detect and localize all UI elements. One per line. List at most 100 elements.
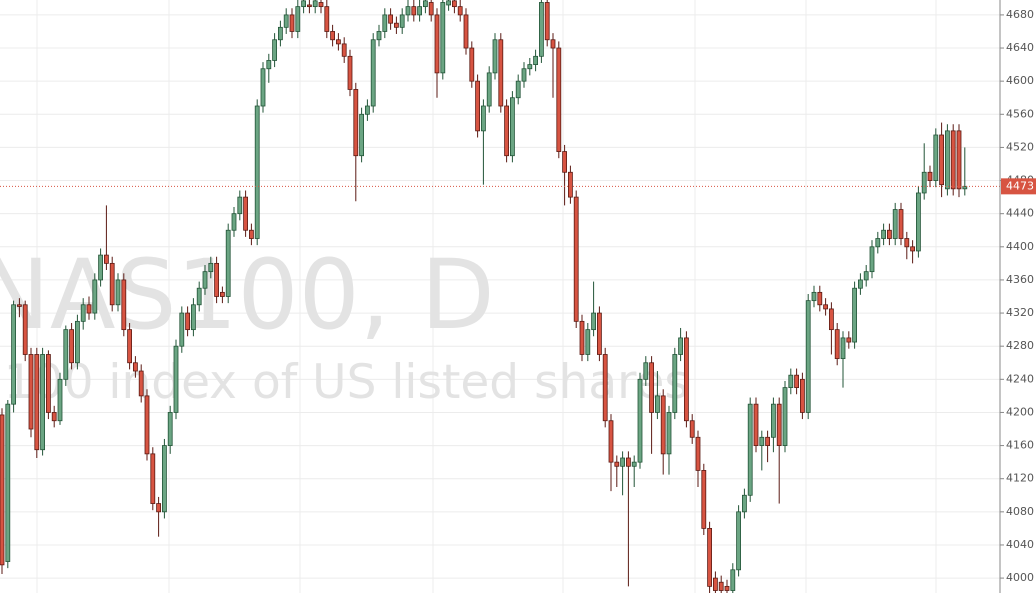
y-tick-label: 4560 xyxy=(1006,107,1034,120)
candle-body xyxy=(823,304,828,310)
last-price-label: 4473 xyxy=(1006,179,1034,192)
candle-body xyxy=(144,395,150,455)
candle-body xyxy=(579,320,585,355)
candle-body xyxy=(614,461,620,467)
candle-body xyxy=(202,271,208,289)
candle-body xyxy=(480,105,486,132)
candle-body xyxy=(660,395,666,455)
candle-body xyxy=(289,14,295,32)
candle-body xyxy=(533,55,538,66)
candle-body xyxy=(887,229,892,239)
candle-body xyxy=(312,0,318,8)
candle-body xyxy=(132,362,138,372)
candle-body xyxy=(666,412,672,455)
candle-body xyxy=(446,0,452,6)
candle-body xyxy=(179,312,185,347)
candle-body xyxy=(266,60,272,70)
candle-body xyxy=(370,39,376,107)
candle-body xyxy=(881,229,886,239)
candle-body xyxy=(765,436,770,446)
candle-body xyxy=(701,470,707,529)
candle-body xyxy=(428,2,434,16)
candle-body xyxy=(550,39,556,49)
candle-body xyxy=(597,312,602,355)
y-tick-label: 4240 xyxy=(1006,372,1034,385)
candle-body xyxy=(463,14,469,49)
candle-body xyxy=(672,354,678,413)
y-tick-label: 4360 xyxy=(1006,273,1034,286)
candle-body xyxy=(214,262,220,297)
candle-body xyxy=(585,329,591,355)
candle-body xyxy=(817,291,823,306)
candle-body xyxy=(556,47,562,152)
candle-body xyxy=(829,308,834,331)
candle-body xyxy=(562,151,567,173)
candle-body xyxy=(22,304,28,355)
candle-body xyxy=(80,304,86,322)
candle-body xyxy=(237,196,243,215)
candle-body xyxy=(747,403,753,496)
candle-body xyxy=(335,39,341,45)
candle-body xyxy=(892,209,898,239)
candle-body xyxy=(115,279,121,306)
y-tick-label: 4040 xyxy=(1006,538,1034,551)
candle-body xyxy=(208,262,214,273)
candle-body xyxy=(852,287,857,343)
candle-body xyxy=(341,43,347,57)
candle-body xyxy=(0,414,5,566)
candle-body xyxy=(231,213,237,231)
candle-body xyxy=(260,68,266,107)
candle-body xyxy=(939,134,944,186)
candle-body xyxy=(225,229,231,297)
time-grid xyxy=(36,0,937,593)
candle-body xyxy=(376,31,382,41)
candle-body xyxy=(945,130,950,190)
candle-body xyxy=(527,64,533,70)
candle-body xyxy=(196,287,202,306)
candle-body xyxy=(382,14,388,32)
candle-body xyxy=(730,569,736,591)
candle-body xyxy=(318,2,324,8)
candle-body xyxy=(898,209,904,239)
candle-body xyxy=(40,354,45,451)
candle-body xyxy=(86,304,92,314)
candle-body xyxy=(678,337,683,355)
candle-body xyxy=(167,412,173,446)
candle-body xyxy=(411,6,417,16)
candle-body xyxy=(956,130,962,190)
y-tick-label: 4080 xyxy=(1006,505,1034,518)
candle-body xyxy=(486,72,492,107)
candle-body xyxy=(713,577,718,591)
watermark-title: NAS100, D xyxy=(0,239,495,351)
y-tick-label: 4600 xyxy=(1006,74,1034,87)
y-tick-label: 4520 xyxy=(1006,140,1034,153)
candle-body xyxy=(794,374,799,389)
candle-body xyxy=(736,511,741,571)
candle-body xyxy=(243,196,249,231)
candle-body xyxy=(330,31,336,41)
candle-body xyxy=(904,238,910,248)
candle-body xyxy=(98,254,103,281)
y-tick-label: 4400 xyxy=(1006,240,1034,253)
candle-body xyxy=(834,329,840,360)
candle-body xyxy=(962,185,968,190)
candle-body xyxy=(910,246,915,252)
candle-body xyxy=(440,2,446,74)
candle-body xyxy=(475,80,481,132)
candle-body xyxy=(788,374,794,389)
candle-body xyxy=(5,403,11,562)
candle-body xyxy=(457,6,463,16)
candle-body xyxy=(863,271,869,281)
candle-body xyxy=(347,55,353,90)
candle-body xyxy=(11,304,17,405)
candle-body xyxy=(57,378,63,422)
candle-body xyxy=(643,362,649,380)
candle-body xyxy=(63,329,69,380)
candle-body xyxy=(492,39,498,74)
candle-body xyxy=(626,457,631,467)
candle-body xyxy=(306,4,312,8)
y-tick-label: 4680 xyxy=(1006,8,1034,21)
y-tick-label: 4640 xyxy=(1006,41,1034,54)
candle-body xyxy=(742,494,747,513)
